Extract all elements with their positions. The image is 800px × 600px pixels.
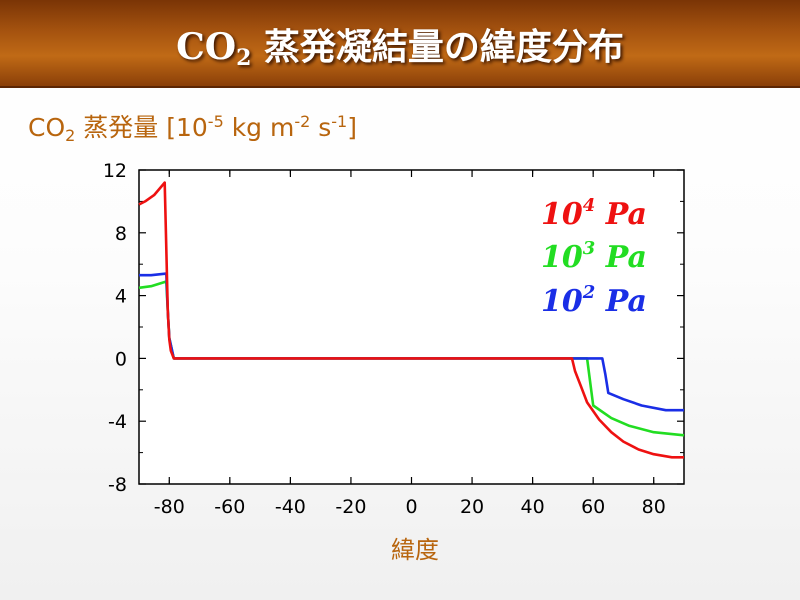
legend-exp: 4	[582, 195, 596, 216]
legend-base: 10	[541, 240, 583, 275]
legend-exp: 2	[582, 282, 596, 303]
ylabel-exp-1: -5	[207, 112, 224, 131]
title-subscript: 2	[236, 45, 252, 71]
y-tick-label: -4	[108, 411, 127, 433]
y-tick-label: 0	[115, 348, 127, 370]
ylabel-exp-2: -2	[294, 112, 311, 131]
legend-entry-1e4: 104 Pa	[541, 195, 647, 232]
y-tick-label: 8	[115, 223, 127, 245]
slide-title: CO2 蒸発凝結量の緯度分布	[0, 18, 800, 71]
legend-unit: Pa	[595, 284, 647, 319]
x-axis-label: 緯度	[391, 536, 439, 564]
legend-entry-1e3: 103 Pa	[541, 238, 647, 275]
x-tick-label: 60	[581, 496, 605, 518]
x-tick-label: -40	[275, 496, 306, 518]
legend-base: 10	[541, 197, 583, 232]
legend-base: 10	[541, 284, 583, 319]
title-main: CO	[176, 26, 237, 68]
legend-exp: 3	[582, 238, 596, 259]
ylabel-sub-2: 2	[65, 126, 76, 145]
x-tick-label: 80	[642, 496, 666, 518]
y-axis-label: CO2 蒸発量 [10-5 kg m-2 s-1]	[28, 108, 357, 145]
legend-entry-1e2: 102 Pa	[541, 282, 647, 319]
ylabel-kg-m: kg m	[223, 113, 295, 142]
x-tick-label: 0	[405, 496, 417, 518]
legend-unit: Pa	[595, 240, 647, 275]
x-tick-label: 20	[460, 496, 484, 518]
x-tick-label: -80	[154, 496, 185, 518]
series-line-1e4	[138, 181, 684, 459]
x-tick-label: -60	[214, 496, 245, 518]
ylabel-exp-3: -1	[331, 112, 348, 131]
title-banner	[0, 0, 800, 88]
ylabel-bracket: ]	[347, 113, 357, 142]
x-tick-label: -20	[335, 496, 366, 518]
plot-frame	[138, 169, 685, 485]
legend-unit: Pa	[595, 197, 647, 232]
ylabel-s: s	[310, 113, 332, 142]
x-tick-label: 40	[521, 496, 545, 518]
ylabel-text: 蒸発量 [10	[75, 113, 208, 142]
y-tick-label: -8	[108, 474, 127, 496]
ylabel-co: CO	[28, 113, 66, 142]
title-rest: 蒸発凝結量の緯度分布	[251, 26, 624, 68]
y-tick-label: 4	[115, 286, 127, 308]
y-tick-label: 12	[103, 160, 127, 182]
